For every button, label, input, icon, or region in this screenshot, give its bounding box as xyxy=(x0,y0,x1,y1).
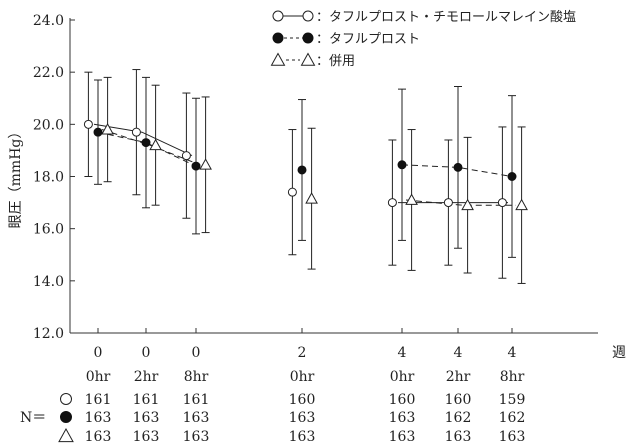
y-axis-label-group: 眼圧（mmHg） xyxy=(8,125,24,229)
series-lines xyxy=(93,123,516,206)
legend-marker-b-2 xyxy=(300,52,316,66)
legend-marker-a-0 xyxy=(272,10,284,22)
y-tick-label-0: 12.0 xyxy=(33,326,64,342)
series-2-point-2 xyxy=(199,158,212,170)
y-tick-label-3: 18.0 xyxy=(33,170,64,186)
legend-marker-b-1 xyxy=(302,32,314,44)
n-value-0-1: 161 xyxy=(133,392,160,408)
n-value-0-6: 159 xyxy=(499,392,526,408)
n-value-1-4: 163 xyxy=(389,410,416,426)
series-1-line-1 xyxy=(401,164,513,177)
legend-label-2: ：併用 xyxy=(316,54,355,69)
x-time-label-0: 0hr xyxy=(86,369,111,385)
n-value-2-2: 163 xyxy=(183,429,210,445)
y-tick-label-2: 16.0 xyxy=(33,222,64,238)
y-tick-label-5: 22.0 xyxy=(33,65,64,81)
series-0-point-2 xyxy=(181,151,191,161)
legend: ：タフルプロスト・チモロールマレイン酸塩 ：タフルプロスト ：併用 xyxy=(270,10,576,69)
n-value-1-1: 163 xyxy=(133,410,160,426)
series-1-point-5 xyxy=(453,162,463,172)
n-value-2-0: 163 xyxy=(85,429,112,445)
y-tick-label-1: 14.0 xyxy=(33,274,64,290)
n-value-1-6: 162 xyxy=(499,410,526,426)
n-value-1-3: 163 xyxy=(289,410,316,426)
series-2-point-3 xyxy=(305,192,318,204)
n-value-2-1: 163 xyxy=(133,429,160,445)
series-0-point-3 xyxy=(287,187,297,197)
x-week-label-3: 2 xyxy=(298,345,307,361)
n-table: N＝ 161 161 161 160 160 160 159 163 163 163 163 163 16… xyxy=(20,392,525,445)
x-time-label-5: 2hr xyxy=(446,369,471,385)
y-tick-label-4: 20.0 xyxy=(33,117,64,133)
n-value-0-3: 160 xyxy=(289,392,316,408)
series-1-point-6 xyxy=(507,172,517,181)
x-time-label-4: 0hr xyxy=(390,369,415,385)
n-row-marker-0 xyxy=(60,393,72,405)
series-2-point-0 xyxy=(101,123,114,135)
series-1-point-1 xyxy=(141,138,151,148)
series-1-point-0 xyxy=(93,127,103,137)
x-week-label-2: 0 xyxy=(192,345,201,361)
y-tick-label-6: 24.0 xyxy=(33,13,64,29)
x-time-label-6: 8hr xyxy=(500,369,525,385)
series-2-point-1 xyxy=(149,138,162,151)
x-week-label-6: 4 xyxy=(508,345,517,361)
legend-marker-a-1 xyxy=(272,32,284,44)
x-time-label-3: 0hr xyxy=(290,369,315,385)
n-value-0-5: 160 xyxy=(445,392,472,408)
n-row-marker-2 xyxy=(58,427,74,443)
n-value-2-5: 163 xyxy=(445,429,472,445)
series-0-line-0 xyxy=(93,123,193,157)
series-0-point-6 xyxy=(497,198,507,208)
n-label: N＝ xyxy=(20,410,46,426)
series-0-point-4 xyxy=(387,198,397,208)
n-value-1-5: 162 xyxy=(445,410,472,426)
n-value-1-0: 163 xyxy=(85,410,112,426)
series-2-point-4 xyxy=(405,193,418,205)
legend-marker-a-2 xyxy=(270,52,286,66)
x-unit-label: 週 xyxy=(612,345,626,361)
x-time-label-2: 8hr xyxy=(184,369,209,385)
x-labels: 0 0hr 0 2hr 0 8hr 2 0hr 4 0hr 4 2hr 4 8hr 週 xyxy=(86,345,626,385)
legend-label-0: ：タフルプロスト・チモロールマレイン酸塩 xyxy=(316,10,576,25)
series-2-point-5 xyxy=(461,198,474,211)
series-0-point-1 xyxy=(131,127,141,137)
n-row-marker-1 xyxy=(60,411,72,423)
legend-label-1: ：タフルプロスト xyxy=(316,32,420,47)
x-week-label-4: 4 xyxy=(398,345,407,361)
n-value-0-2: 161 xyxy=(183,392,210,408)
series-2-line-0 xyxy=(101,129,201,166)
series-2-point-6 xyxy=(515,198,528,211)
n-value-0-0: 161 xyxy=(85,392,112,408)
x-time-label-1: 2hr xyxy=(134,369,159,385)
y-axis-label: 眼圧（mmHg） xyxy=(8,125,24,229)
series-1-point-3 xyxy=(297,165,307,175)
y-ticks: 12.0 14.0 16.0 18.0 20.0 22.0 24.0 xyxy=(33,13,75,342)
n-value-2-4: 163 xyxy=(389,429,416,445)
x-week-label-5: 4 xyxy=(454,345,463,361)
data-markers xyxy=(83,119,528,211)
n-value-1-2: 163 xyxy=(183,410,210,426)
series-0-point-5 xyxy=(443,198,453,208)
series-1-line-0 xyxy=(97,131,197,167)
x-week-label-0: 0 xyxy=(94,345,103,361)
series-1-point-2 xyxy=(191,161,201,171)
n-value-2-6: 163 xyxy=(499,429,526,445)
series-0-point-0 xyxy=(83,119,93,129)
x-week-label-1: 0 xyxy=(142,345,151,361)
n-value-2-3: 163 xyxy=(289,429,316,445)
error-bars xyxy=(84,69,526,284)
series-2-line-1 xyxy=(405,199,516,206)
legend-marker-b-0 xyxy=(302,10,314,22)
n-value-0-4: 160 xyxy=(389,392,416,408)
series-1-point-4 xyxy=(397,160,407,170)
